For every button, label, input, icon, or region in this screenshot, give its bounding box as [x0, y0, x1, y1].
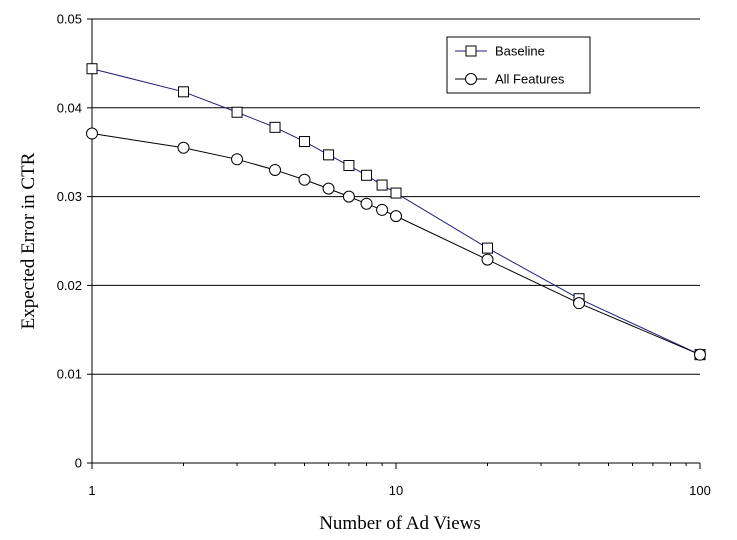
- circle-marker: [177, 141, 190, 154]
- y-tick-label: 0.02: [57, 278, 82, 293]
- square-marker: [269, 121, 281, 133]
- y-tick-label: 0.01: [57, 367, 82, 382]
- square-marker: [323, 149, 335, 161]
- square-marker: [376, 179, 388, 191]
- square-marker: [343, 160, 355, 172]
- square-marker: [178, 86, 190, 98]
- circle-marker: [573, 297, 586, 310]
- circle-marker: [360, 197, 373, 210]
- square-marker: [298, 136, 310, 148]
- square-marker: [390, 187, 402, 199]
- legend-circle-marker: [465, 73, 477, 85]
- circle-marker: [390, 210, 402, 223]
- circle-marker: [342, 190, 355, 203]
- circle-marker: [269, 163, 282, 176]
- series-layer: [86, 63, 706, 361]
- legend-label: All Features: [495, 72, 565, 87]
- y-axis-title: Expected Error in CTR: [18, 152, 39, 329]
- x-tick-label: 10: [389, 483, 403, 498]
- axes: [87, 18, 701, 469]
- circle-marker: [376, 203, 389, 216]
- x-tick-label: 100: [689, 483, 711, 498]
- circle-marker: [231, 153, 244, 166]
- y-tick-label: 0.05: [57, 12, 82, 27]
- square-marker: [231, 106, 243, 118]
- legend: Baseline All Features: [446, 36, 591, 94]
- legend-item: All Features: [455, 72, 565, 87]
- circle-marker: [86, 127, 98, 140]
- square-marker: [482, 242, 494, 254]
- legend-item: Baseline: [455, 44, 545, 59]
- circle-marker: [298, 173, 311, 186]
- series-baseline: [86, 63, 706, 361]
- circle-marker: [694, 348, 706, 361]
- series-line: [91, 133, 701, 356]
- x-tick-label: 1: [88, 483, 95, 498]
- legend-label: Baseline: [495, 44, 545, 59]
- y-tick-label: 0.03: [57, 189, 82, 204]
- x-axis-title: Number of Ad Views: [319, 513, 481, 534]
- y-tick-label: 0.04: [57, 100, 82, 115]
- series-all-features: [86, 127, 706, 361]
- square-marker: [361, 169, 373, 181]
- circle-marker: [322, 182, 335, 195]
- square-marker: [86, 63, 98, 75]
- legend-square-marker: [465, 45, 477, 57]
- circle-marker: [481, 253, 494, 266]
- tick-labels: 0 0.01 0.02 0.03 0.04 0.05 1 10 100: [57, 12, 711, 499]
- y-tick-label: 0: [75, 456, 82, 471]
